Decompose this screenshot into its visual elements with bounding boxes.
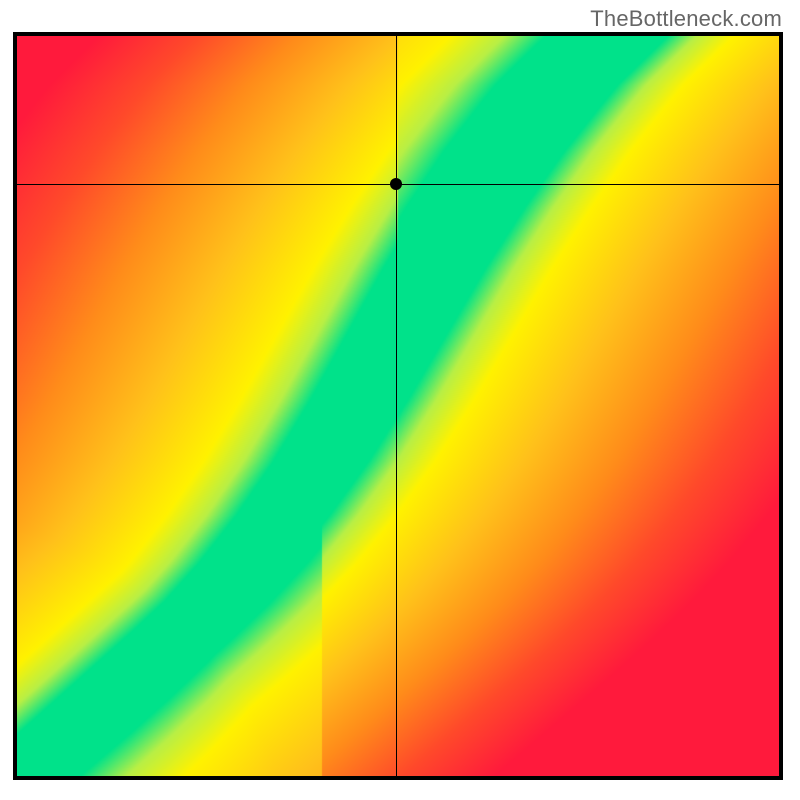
crosshair-marker [390, 178, 402, 190]
watermark-text: TheBottleneck.com [590, 6, 782, 32]
crosshair-vertical [396, 32, 397, 780]
chart-frame [13, 32, 783, 780]
heatmap-canvas [17, 36, 779, 776]
